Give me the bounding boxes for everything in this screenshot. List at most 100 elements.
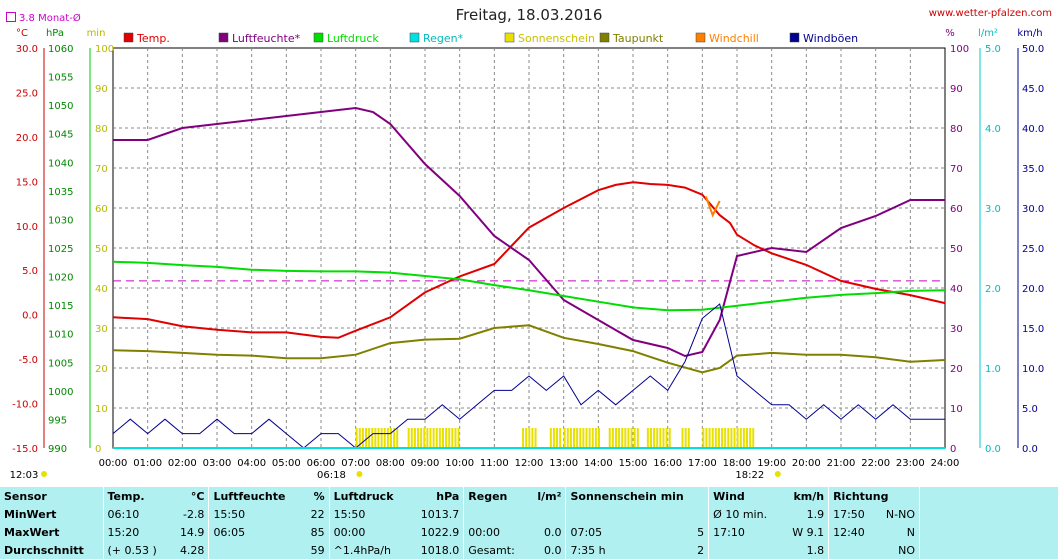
site-link[interactable]: www.wetter-pfalzen.com (928, 8, 1052, 19)
min-tick-label: 90 (95, 84, 108, 95)
sunshine-bar (621, 428, 624, 448)
cell: 07:05 (565, 523, 672, 541)
min-tick-label: 60 (95, 204, 108, 215)
cell: 1018.0 (420, 543, 460, 557)
sunshine-bar (566, 428, 569, 448)
cell (828, 541, 876, 559)
temp-tick-label: 0.0 (22, 311, 38, 322)
legend-label: Windböen (803, 32, 858, 45)
hdr-sun: Sonnenschein min (565, 487, 709, 505)
sunshine-bar (611, 428, 614, 448)
sunshine-bar (371, 428, 374, 448)
rain-tick-label: 0.0 (985, 444, 1001, 455)
legend-label: Regen* (423, 32, 464, 45)
legend-swatch (313, 32, 324, 43)
sunshine-bar (441, 428, 444, 448)
right-unit-label: km/h (1017, 28, 1042, 39)
moon-icon (41, 471, 47, 477)
sunshine-bar (435, 428, 438, 448)
cell: 17:50 (828, 505, 876, 523)
min-tick-label: 40 (95, 284, 108, 295)
legend: Temp. Luftfeuchte* Luftdruck Regen* Sonnensc… (123, 32, 858, 45)
cell: 22 (310, 507, 325, 521)
sunshine-bar (407, 428, 410, 448)
temp-tick-label: 30.0 (16, 44, 38, 55)
sunshine-bar (569, 428, 572, 448)
min-tick-label: 70 (95, 164, 108, 175)
month-avg-icon (6, 12, 16, 22)
time-tick-label: 11:00 (480, 458, 509, 469)
wind-tick-label: 25.0 (1022, 244, 1044, 255)
series-line (704, 196, 721, 218)
sunshine-bar (746, 428, 749, 448)
time-tick-label: 01:00 (133, 458, 162, 469)
wind-tick-label: 10.0 (1022, 364, 1044, 375)
sunshine-bar (559, 428, 562, 448)
sunshine-bar (727, 428, 730, 448)
sunshine-bar (594, 428, 597, 448)
sunshine-bar (633, 428, 636, 448)
sunshine-bar (413, 428, 416, 448)
wind-tick-label: 35.0 (1022, 164, 1044, 175)
sunshine-bar (582, 428, 585, 448)
hdr-hum: Luftfeuchte (208, 487, 303, 505)
cell-spacer (919, 523, 1058, 541)
sunshine-bar (448, 428, 451, 448)
stats-table: Sensor Temp. °C Luftfeuchte % Luftdruck … (0, 487, 1058, 559)
hdr-sensor: Sensor (4, 489, 47, 503)
cell: NO (898, 543, 915, 557)
series-lines (112, 106, 946, 449)
sunshine-bar (721, 428, 724, 448)
sunshine-bar (591, 428, 594, 448)
hdr-spacer (919, 487, 1058, 505)
cell: 15:20 (102, 523, 171, 541)
cell: 4.28 (179, 543, 205, 557)
sunshine-bar (597, 428, 600, 448)
sunshine-bar (534, 428, 537, 448)
cell-spacer (919, 505, 1058, 523)
sunshine-bar (624, 428, 627, 448)
time-tick-label: 02:00 (168, 458, 197, 469)
sunshine-bar (368, 428, 371, 448)
time-tick-label: 07:00 (341, 458, 370, 469)
cell: (+ 0.53 ) (102, 541, 171, 559)
pct-tick-label: 50 (950, 244, 963, 255)
time-tick-label: 08:00 (376, 458, 405, 469)
temp-tick-label: 15.0 (16, 177, 38, 188)
sunshine-bar (525, 428, 528, 448)
cell: 00:00 (463, 523, 528, 541)
cell (208, 541, 303, 559)
temp-tick-label: -10.0 (12, 400, 38, 411)
left-unit-label: min (87, 28, 106, 39)
axis-labels: 30.0 25.0 20.0 15.0 10.0 5.0 0.0 -5.0 -10.0 -15.0… (10, 28, 1045, 481)
min-tick-label: 30 (95, 324, 108, 335)
sunshine-bar (358, 428, 361, 448)
time-tick-label: 14:00 (584, 458, 613, 469)
cell-spacer (919, 541, 1058, 559)
cell (708, 541, 782, 559)
sunshine-bar (646, 428, 649, 448)
pct-tick-label: 100 (950, 44, 969, 55)
legend-swatch (789, 32, 800, 43)
cell: 7:35 h (565, 541, 672, 559)
hdr-hum-unit: % (313, 489, 325, 503)
hdr-press-unit: hPa (436, 489, 460, 503)
sunshine-bar (380, 428, 383, 448)
sunshine-bar (432, 428, 435, 448)
time-tick-label: 05:00 (272, 458, 301, 469)
legend-swatch (218, 32, 229, 43)
sunshine-bar (662, 428, 665, 448)
pct-tick-label: 80 (950, 124, 963, 135)
sunshine-bar (618, 428, 621, 448)
cell: 1.9 (806, 507, 825, 521)
pct-tick-label: 10 (950, 404, 963, 415)
cell: 06:10 (102, 505, 171, 523)
temp-tick-label: 5.0 (22, 266, 38, 277)
hpa-tick-label: 1035 (48, 187, 73, 198)
cell: 59 (310, 543, 325, 557)
sunshine-bar (355, 428, 358, 448)
sunshine-bar (614, 428, 617, 448)
right-unit-label: l/m² (978, 28, 998, 39)
cell: 00:00 (328, 523, 409, 541)
page-title: Freitag, 18.03.2016 (455, 6, 603, 24)
